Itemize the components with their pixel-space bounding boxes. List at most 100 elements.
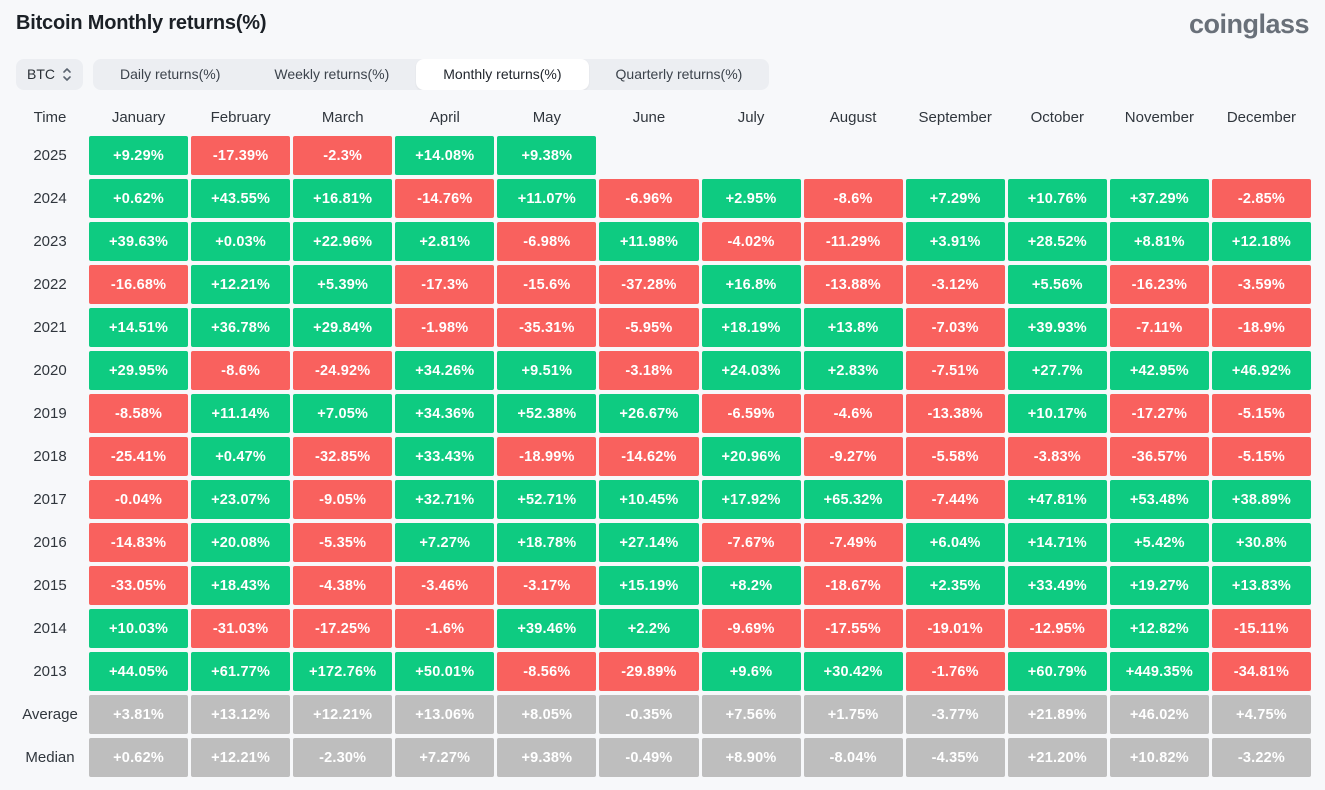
return-cell: -34.81% <box>1211 652 1311 691</box>
return-cell: -19.01% <box>905 609 1005 648</box>
tab-monthly-returns[interactable]: Monthly returns(%) <box>416 58 589 90</box>
return-cell: +42.95% <box>1109 351 1209 390</box>
return-cell: -7.03% <box>905 308 1005 347</box>
tab-weekly-returns[interactable]: Weekly returns(%) <box>274 66 390 82</box>
return-cell: -5.35% <box>293 523 393 562</box>
return-cell: +13.06% <box>395 695 495 734</box>
return-cell: -18.99% <box>497 437 597 476</box>
tab-daily-returns[interactable]: Daily returns(%) <box>120 66 221 82</box>
return-cell: +46.02% <box>1109 695 1209 734</box>
return-cell: +61.77% <box>191 652 291 691</box>
return-cell: +21.89% <box>1007 695 1107 734</box>
return-cell: -5.15% <box>1211 437 1311 476</box>
return-cell: +14.51% <box>89 308 189 347</box>
return-cell: +5.56% <box>1007 265 1107 304</box>
return-cell: +53.48% <box>1109 480 1209 519</box>
row-label-2016: 2016 <box>33 534 67 551</box>
return-cell: -14.83% <box>89 523 189 562</box>
return-cell: +20.96% <box>701 437 801 476</box>
return-cell: +10.17% <box>1007 394 1107 433</box>
return-cell: -15.11% <box>1211 609 1311 648</box>
return-cell: +12.18% <box>1211 222 1311 261</box>
month-column-header: April <box>429 108 460 126</box>
month-column-header: November <box>1124 108 1194 126</box>
return-cell: -32.85% <box>293 437 393 476</box>
return-cell: +2.2% <box>599 609 699 648</box>
month-column-header: June <box>632 108 666 126</box>
return-cell: +52.71% <box>497 480 597 519</box>
return-cell: +46.92% <box>1211 351 1311 390</box>
return-cell: -17.25% <box>293 609 393 648</box>
return-cell: +8.81% <box>1109 222 1209 261</box>
return-cell: +3.91% <box>905 222 1005 261</box>
return-cell: -18.9% <box>1211 308 1311 347</box>
returns-table: Time January February March April May June July… <box>0 102 1325 777</box>
controls-row: BTC Daily returns(%) Weekly returns(%) Mon… <box>0 46 1325 90</box>
return-cell: -37.28% <box>599 265 699 304</box>
row-label-2013: 2013 <box>33 663 67 680</box>
return-cell: +39.46% <box>497 609 597 648</box>
return-cell: -25.41% <box>89 437 189 476</box>
return-cell: +0.62% <box>89 179 189 218</box>
return-cell: +7.05% <box>293 394 393 433</box>
empty-cell <box>1212 136 1311 175</box>
return-cell: -1.98% <box>395 308 495 347</box>
return-cell: +8.05% <box>497 695 597 734</box>
return-cell: -5.95% <box>599 308 699 347</box>
return-cell: +0.62% <box>89 738 189 777</box>
return-cell: +27.7% <box>1007 351 1107 390</box>
row-label-2022: 2022 <box>33 276 67 293</box>
return-cell: -14.76% <box>395 179 495 218</box>
return-cell: +9.6% <box>701 652 801 691</box>
return-cell: +28.52% <box>1007 222 1107 261</box>
return-cell: +36.78% <box>191 308 291 347</box>
return-cell: +449.35% <box>1109 652 1209 691</box>
return-cell: +23.07% <box>191 480 291 519</box>
month-column-header: February <box>210 108 271 126</box>
return-cell: +39.93% <box>1007 308 1107 347</box>
return-cell: +12.21% <box>191 738 291 777</box>
return-cell: -2.3% <box>293 136 393 175</box>
return-cell: +5.42% <box>1109 523 1209 562</box>
return-cell: +65.32% <box>803 480 903 519</box>
return-cell: -11.29% <box>803 222 903 261</box>
return-cell: +18.43% <box>191 566 291 605</box>
return-cell: +33.49% <box>1007 566 1107 605</box>
return-cell: +1.75% <box>803 695 903 734</box>
return-cell: -0.04% <box>89 480 189 519</box>
return-cell: +14.71% <box>1007 523 1107 562</box>
month-column-header: August <box>829 108 877 126</box>
return-cell: +17.92% <box>701 480 801 519</box>
return-cell: +13.12% <box>191 695 291 734</box>
month-column-header: January <box>111 108 166 126</box>
return-cell: +8.90% <box>701 738 801 777</box>
return-cell: +43.55% <box>191 179 291 218</box>
coin-select[interactable]: BTC <box>16 58 83 90</box>
row-label-median: Median <box>25 749 75 766</box>
return-cell: -1.6% <box>395 609 495 648</box>
return-cell: +9.29% <box>89 136 189 175</box>
topbar: Bitcoin Monthly returns(%) coinglass <box>0 0 1325 46</box>
return-cell: -14.62% <box>599 437 699 476</box>
return-cell: +20.08% <box>191 523 291 562</box>
coinglass-logo[interactable]: coinglass <box>1188 9 1310 39</box>
return-cell: -33.05% <box>89 566 189 605</box>
return-cell: +4.75% <box>1211 695 1311 734</box>
return-cell: -16.23% <box>1109 265 1209 304</box>
time-column-header: Time <box>33 108 67 126</box>
return-cell: +32.71% <box>395 480 495 519</box>
return-cell: +60.79% <box>1007 652 1107 691</box>
return-cell: -13.38% <box>905 394 1005 433</box>
return-cell: +7.27% <box>395 738 495 777</box>
row-label-average: Average <box>22 706 78 723</box>
tab-quarterly-returns[interactable]: Quarterly returns(%) <box>615 66 743 82</box>
return-cell: +50.01% <box>395 652 495 691</box>
return-cell: -3.77% <box>905 695 1005 734</box>
return-cell: -12.95% <box>1007 609 1107 648</box>
return-cell: -0.49% <box>599 738 699 777</box>
month-column-header: October <box>1030 108 1084 126</box>
return-cell: -6.59% <box>701 394 801 433</box>
return-cell: +5.39% <box>293 265 393 304</box>
return-cell: +14.08% <box>395 136 495 175</box>
return-cell: +10.76% <box>1007 179 1107 218</box>
